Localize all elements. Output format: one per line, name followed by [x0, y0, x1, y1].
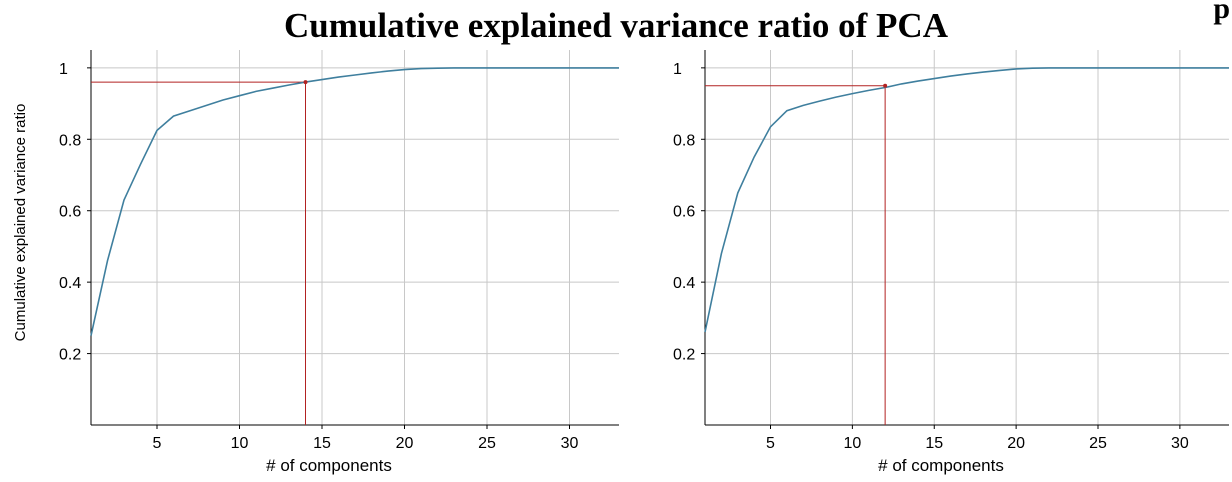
cropped-text-fragment: p — [1213, 0, 1230, 25]
variance-curve-line — [90, 67, 619, 336]
x-tick-label: 15 — [313, 435, 331, 452]
x-tick-label: 5 — [766, 435, 775, 452]
chart-left-group: 5 10 15 20 25 30 0.2 0.4 0.6 0.8 1 # of components C… — [12, 50, 619, 475]
x-tick-label: 25 — [478, 435, 496, 452]
x-tick-label: 15 — [925, 435, 943, 452]
y-tick-label: 1 — [59, 61, 68, 78]
y-tick-label: 0.4 — [59, 275, 81, 292]
threshold-point — [883, 83, 888, 88]
y-tick-label: 0.8 — [673, 132, 695, 149]
threshold-point — [303, 80, 308, 85]
x-tick-label: 10 — [843, 435, 861, 452]
y-axis-label: Cumulative explained variance ratio — [12, 104, 29, 342]
x-axis-label: # of components — [266, 456, 392, 475]
x-tick-label: 10 — [231, 435, 249, 452]
x-axis-label: # of components — [878, 456, 1004, 475]
y-tick-label: 0.8 — [59, 132, 81, 149]
x-tick-label: 30 — [1171, 435, 1189, 452]
variance-curve-line — [704, 67, 1229, 333]
y-tick-label: 0.6 — [59, 204, 81, 221]
y-tick-label: 0.2 — [673, 347, 695, 364]
x-tick-label: 20 — [1007, 435, 1025, 452]
y-tick-label: 0.4 — [673, 275, 695, 292]
x-tick-label: 30 — [561, 435, 579, 452]
figure-title: Cumulative explained variance ratio of P… — [284, 6, 948, 45]
y-tick-label: 0.6 — [673, 204, 695, 221]
y-tick-label: 0.2 — [59, 347, 81, 364]
x-tick-label: 5 — [153, 435, 162, 452]
x-tick-label: 20 — [396, 435, 414, 452]
y-tick-label: 1 — [673, 61, 682, 78]
chart-right-group: 5 10 15 20 25 30 0.2 0.4 0.6 0.8 1 # of components — [673, 50, 1229, 475]
x-tick-label: 25 — [1089, 435, 1107, 452]
